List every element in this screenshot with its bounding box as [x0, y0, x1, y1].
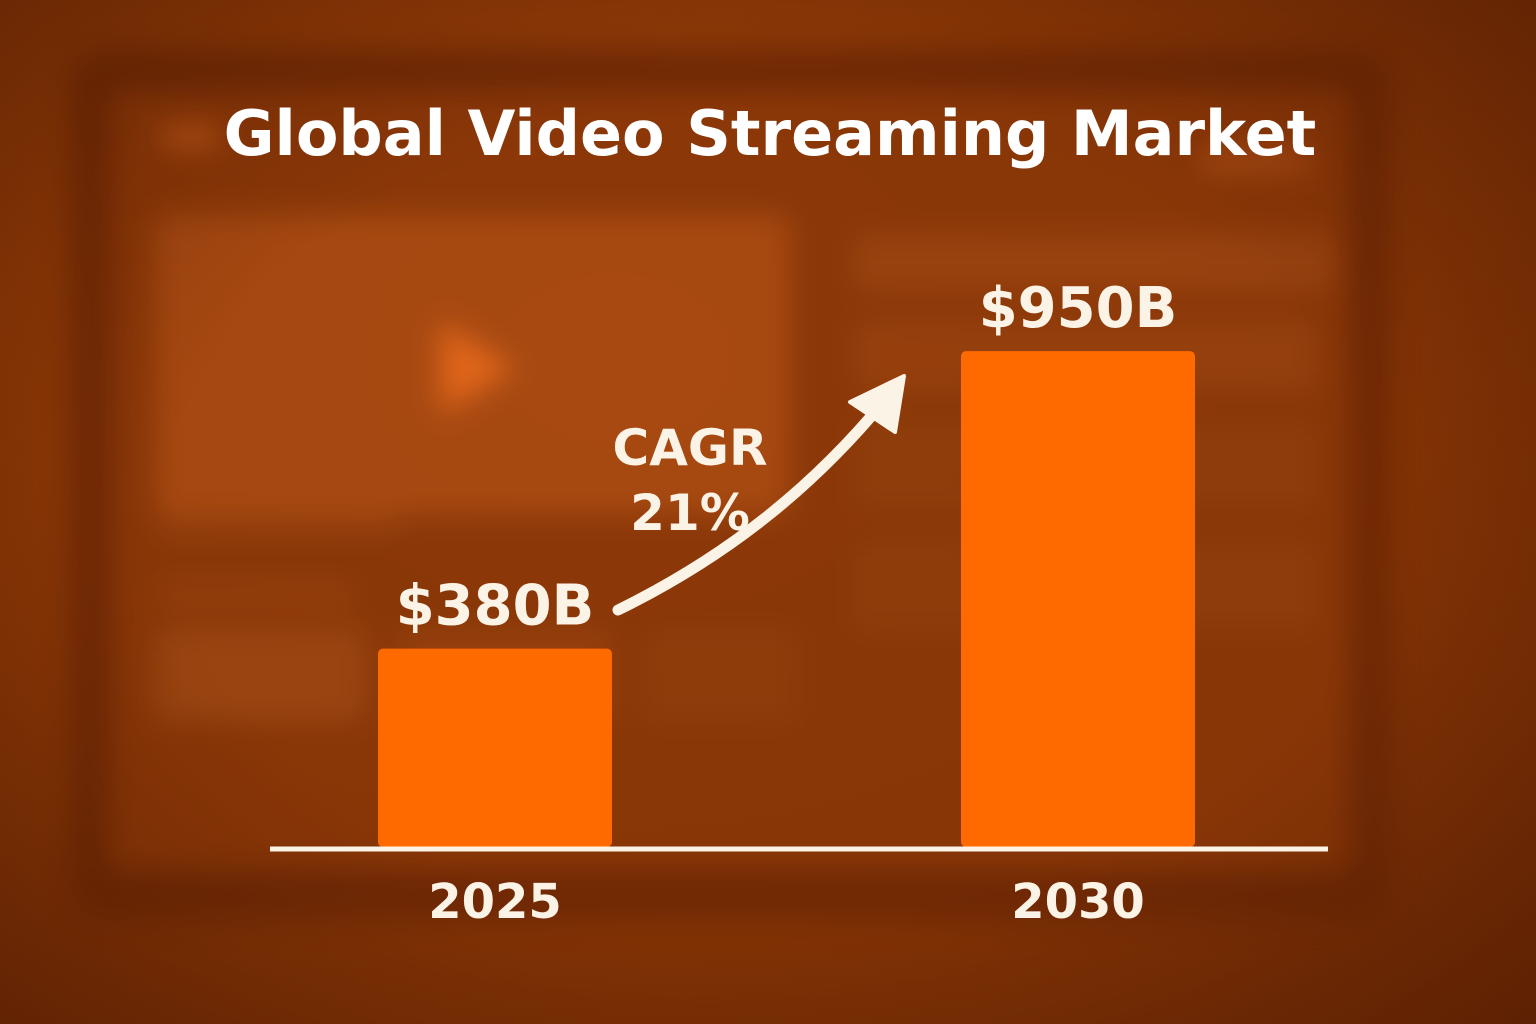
- x-tick-label-2025: 2025: [428, 874, 562, 930]
- trend-up-arrow-icon: [612, 374, 906, 616]
- value-labels-group: $380B $950B: [396, 276, 1178, 639]
- play-icon: [440, 322, 516, 414]
- sidebar-placeholder-1: [855, 235, 1335, 290]
- thumbnail-placeholder-3: [645, 630, 795, 720]
- value-label-2030: $950B: [979, 276, 1178, 341]
- x-tick-label-2030: 2030: [1011, 874, 1145, 930]
- chart-title: Global Video Streaming Market: [224, 97, 1317, 170]
- value-label-2025: $380B: [396, 574, 595, 639]
- video-title-placeholder: [160, 515, 400, 531]
- thumbnail-placeholder-1: [155, 630, 365, 720]
- tick-labels-group: 2025 2030: [428, 874, 1145, 930]
- window-controls-right: [1200, 150, 1310, 170]
- cagr-annotation: CAGR 21%: [612, 374, 906, 616]
- window-controls: [160, 126, 220, 146]
- bars-group: [378, 351, 1195, 847]
- cagr-label-line2: 21%: [630, 484, 750, 542]
- cagr-label-line1: CAGR: [613, 419, 768, 477]
- video-subtitle-placeholder: [160, 588, 350, 604]
- bar-2025: [378, 648, 612, 847]
- bar-2030: [961, 351, 1195, 847]
